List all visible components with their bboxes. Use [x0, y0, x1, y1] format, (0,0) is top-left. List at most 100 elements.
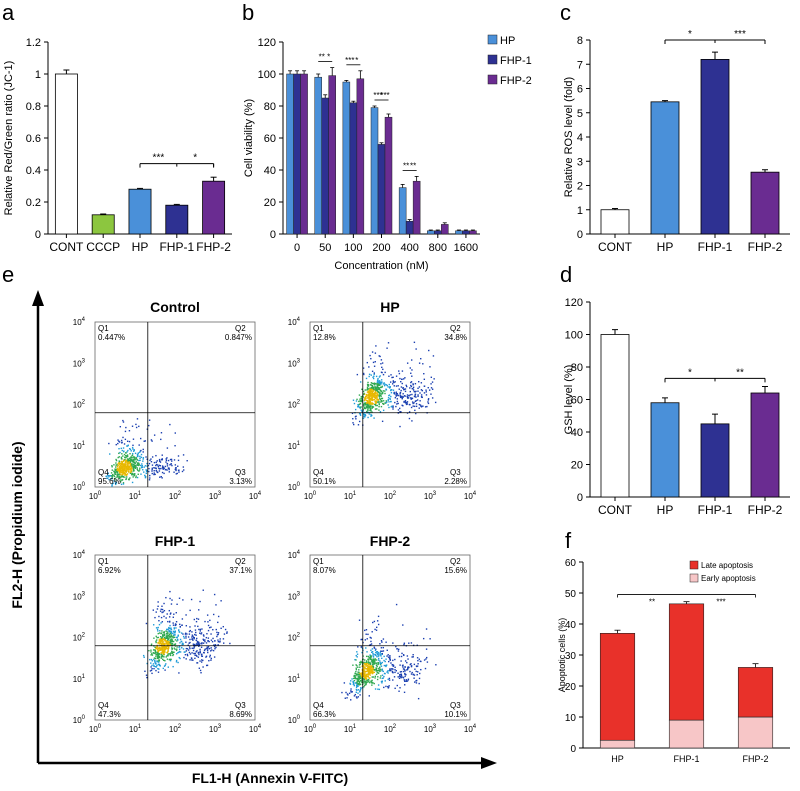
scatter-point — [138, 469, 141, 471]
scatter-point — [418, 386, 421, 388]
y-tick-label: 0.2 — [26, 197, 41, 209]
scatter-point — [163, 652, 165, 654]
scatter-point — [169, 640, 172, 642]
scatter-point — [197, 642, 200, 645]
bar-hp-200 — [370, 107, 379, 235]
scatter-point — [391, 405, 393, 407]
q2-label: Q2 — [450, 557, 461, 566]
x-tick-exponent: 3 — [218, 724, 222, 730]
scatter-point — [415, 348, 417, 350]
scatter-point — [131, 481, 134, 484]
y-tick-label: 104 — [73, 550, 86, 560]
scatter-point — [161, 621, 164, 623]
scatter-point — [203, 649, 206, 652]
scatter-point — [145, 456, 147, 458]
scatter-point — [384, 392, 386, 395]
scatter-point — [155, 646, 157, 648]
scatter-point — [397, 409, 400, 411]
scatter-point — [196, 642, 199, 644]
scatter-point — [213, 656, 216, 658]
scatter-point — [380, 359, 383, 361]
scatter-point — [157, 632, 159, 635]
scatter-point — [384, 680, 386, 682]
scatter-point — [380, 653, 382, 655]
scatter-point — [406, 385, 408, 388]
scatter-point — [405, 680, 407, 683]
scatter-point — [200, 646, 203, 648]
scatter-point — [425, 628, 428, 630]
scatter-point — [174, 632, 176, 634]
scatter-point — [368, 677, 370, 679]
scatter-point — [371, 682, 373, 684]
scatter-point — [163, 638, 165, 640]
scatter-point — [117, 469, 119, 472]
scatter-point — [409, 394, 411, 396]
scatter-point — [115, 459, 118, 462]
scatter-point — [151, 440, 153, 442]
scatter-point — [133, 456, 135, 458]
scatter-point — [185, 647, 188, 650]
scatter-point — [361, 665, 363, 668]
scatter-point — [178, 631, 181, 633]
y-tick-label: 40 — [571, 427, 583, 439]
scatter-point — [413, 674, 416, 676]
scatter-point — [110, 478, 112, 480]
scatter-point — [369, 392, 371, 394]
scatter-point — [121, 471, 124, 474]
y-tick-label: 103 — [288, 591, 301, 601]
scatter-point — [363, 682, 365, 684]
scatter-point — [356, 689, 358, 691]
scatter-point — [169, 641, 171, 644]
scatter-point — [167, 653, 169, 656]
scatter-point — [403, 395, 406, 397]
scatter-point — [391, 670, 394, 673]
scatter-point — [165, 636, 167, 638]
significance-label: ** — [736, 367, 744, 378]
scatter-point — [401, 398, 403, 400]
scatter-point — [169, 635, 171, 637]
scatter-point — [411, 369, 413, 371]
scatter-point — [375, 651, 378, 653]
scatter-point — [424, 667, 427, 670]
scatter-point — [415, 670, 417, 673]
scatter-point — [179, 642, 181, 644]
scatter-point — [123, 443, 126, 445]
scatter-point — [132, 463, 134, 465]
scatter-point — [183, 651, 185, 653]
scatter-point — [158, 647, 161, 650]
scatter-point — [128, 465, 131, 468]
y-tick-exponent: 4 — [82, 317, 86, 323]
scatter-point — [110, 475, 112, 477]
scatter-point — [168, 621, 171, 623]
scatter-point — [128, 430, 131, 432]
y-tick-label: 0.4 — [26, 165, 41, 177]
scatter-point — [357, 685, 359, 688]
y-tick-exponent: 1 — [82, 674, 86, 680]
scatter-point — [389, 659, 391, 661]
scatter-point — [367, 401, 369, 404]
scatter-point — [140, 456, 143, 459]
scatter-point — [394, 397, 397, 399]
scatter-point — [380, 397, 383, 400]
scatter-point — [154, 616, 156, 619]
scatter-point — [381, 386, 383, 388]
scatter-point — [127, 465, 130, 467]
scatter-point — [399, 410, 401, 413]
scatter-point — [368, 406, 371, 408]
scatter-point — [400, 660, 402, 662]
scatter-point — [161, 644, 163, 646]
scatter-point — [435, 664, 437, 666]
scatter-point — [433, 378, 435, 380]
scatter-point — [374, 384, 376, 386]
scatter-point — [223, 633, 226, 635]
scatter-point — [363, 407, 366, 410]
scatter-point — [371, 676, 373, 678]
scatter-point — [162, 632, 164, 634]
scatter-point — [374, 391, 376, 394]
scatter-point — [380, 383, 382, 385]
scatter-point — [199, 630, 201, 632]
scatter-point — [199, 650, 201, 652]
scatter-point — [412, 673, 415, 676]
q4-value: 50.1% — [313, 477, 336, 486]
